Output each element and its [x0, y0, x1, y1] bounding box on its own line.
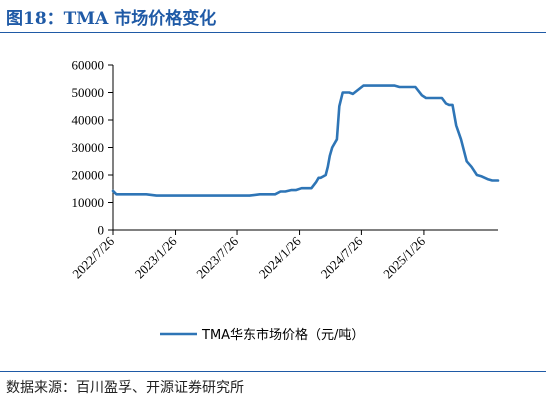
x-tick-label: 2024/7/26: [318, 233, 366, 281]
y-tick-label: 0: [98, 223, 105, 238]
y-tick-label: 50000: [72, 85, 105, 100]
y-tick-label: 60000: [72, 58, 105, 73]
x-tick-label: 2022/7/26: [69, 233, 117, 281]
y-tick-label: 10000: [72, 195, 105, 210]
data-source: 数据来源：百川盈孚、开源证券研究所: [6, 380, 244, 396]
line-chart: 0 10000 20000 30000 40000 50000 60000 2022/7/2…: [69, 58, 500, 343]
x-axis-ticks: 2022/7/26 2023/1/26 2023/7/26 2024/1/26 2024…: [69, 230, 428, 281]
y-axis-ticks: 0 10000 20000 30000 40000 50000 60000: [72, 58, 113, 238]
series-line: [111, 84, 500, 197]
chart-legend: TMA华东市场价格（元/吨）: [160, 327, 364, 343]
x-tick-label: 2025/1/26: [380, 233, 428, 281]
title-divider: [0, 32, 546, 33]
x-tick-label: 2024/1/26: [256, 233, 304, 281]
x-tick-label: 2023/7/26: [193, 233, 241, 281]
source-divider: [0, 371, 546, 372]
y-tick-label: 30000: [72, 140, 105, 155]
figure-title: 图18：TMA 市场价格变化: [6, 9, 217, 29]
y-tick-label: 40000: [72, 113, 105, 128]
series-lines: [111, 84, 500, 197]
y-tick-label: 20000: [72, 168, 105, 183]
legend-label: TMA华东市场价格（元/吨）: [201, 327, 364, 343]
chart-axes: [112, 65, 498, 231]
x-tick-label: 2023/1/26: [132, 233, 180, 281]
